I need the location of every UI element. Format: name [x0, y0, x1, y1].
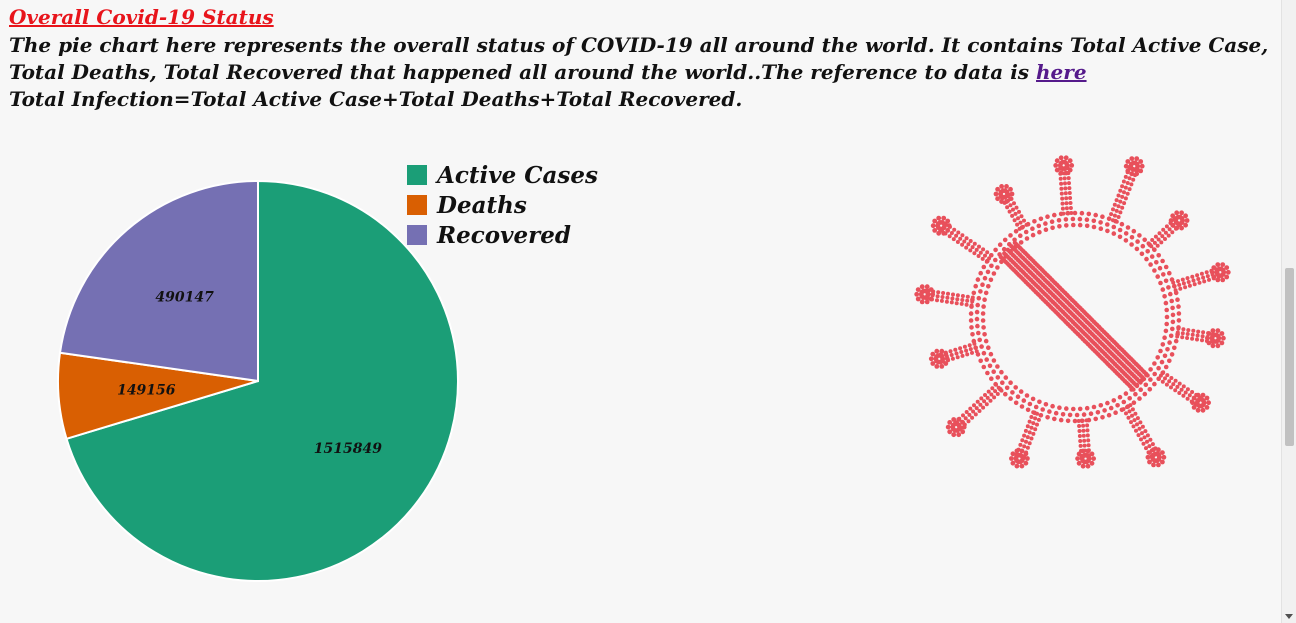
- legend-item: Active Cases: [407, 160, 598, 190]
- legend-swatch: [407, 195, 427, 215]
- scroll-down-arrow-icon[interactable]: [1285, 614, 1293, 619]
- pie-value-label: 490147: [155, 289, 214, 305]
- reference-link[interactable]: here: [1036, 60, 1087, 84]
- pie-value-label: 1515849: [314, 441, 382, 457]
- legend-swatch: [407, 165, 427, 185]
- page-title: Overall Covid-19 Status: [9, 5, 274, 29]
- intro-text: The pie chart here represents the overal…: [9, 33, 1269, 84]
- legend-swatch: [407, 225, 427, 245]
- scrollbar-thumb[interactable]: [1285, 268, 1294, 446]
- vertical-scrollbar[interactable]: [1281, 0, 1296, 623]
- legend-label: Active Cases: [437, 161, 598, 189]
- legend-label: Deaths: [437, 191, 527, 219]
- chart-legend: Active Cases Deaths Recovered: [407, 160, 598, 250]
- pie-slice-active-cases: [65, 179, 459, 582]
- pie-chart: 1515849 149156 490147: [57, 179, 459, 582]
- intro-paragraph: The pie chart here represents the overal…: [9, 32, 1274, 113]
- formula-text: Total Infection=Total Active Case+Total …: [9, 87, 743, 111]
- pie-value-label: 149156: [117, 382, 176, 398]
- virus-icon: [914, 155, 1231, 469]
- legend-label: Recovered: [437, 221, 571, 249]
- legend-item: Recovered: [407, 220, 598, 250]
- pie-slice-recovered: [58, 179, 259, 383]
- legend-item: Deaths: [407, 190, 598, 220]
